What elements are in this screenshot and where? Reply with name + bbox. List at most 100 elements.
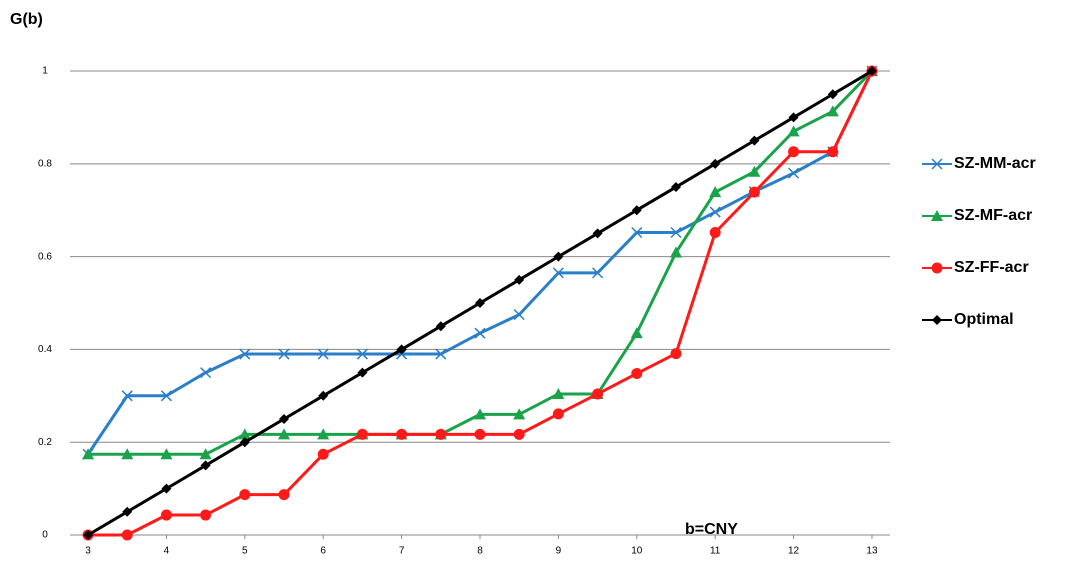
series	[83, 66, 877, 540]
legend-label: SZ-MF-acr	[954, 207, 1032, 224]
marker	[827, 146, 839, 158]
marker	[709, 186, 722, 198]
marker	[318, 390, 329, 401]
marker	[317, 428, 330, 440]
marker	[787, 125, 800, 137]
x-tick-label: 4	[164, 546, 170, 557]
marker	[435, 321, 446, 332]
marker	[278, 348, 290, 360]
marker	[513, 309, 525, 321]
legend-marker	[931, 210, 943, 221]
chart-title: G(b)	[10, 11, 43, 28]
marker	[239, 437, 250, 448]
series-line	[86, 70, 874, 456]
y-tick-label: 0.8	[38, 158, 52, 169]
marker	[553, 251, 564, 262]
marker	[788, 167, 800, 179]
x-tick-label: 8	[477, 546, 483, 557]
marker	[788, 146, 800, 158]
x-axis-label: b=CNY	[685, 521, 738, 538]
marker	[670, 226, 682, 239]
marker	[200, 460, 211, 471]
marker	[160, 448, 173, 460]
y-tick-label: 0.6	[38, 251, 52, 262]
marker	[200, 509, 212, 521]
marker	[279, 414, 290, 425]
x-tick-label: 6	[320, 546, 326, 557]
marker	[83, 530, 94, 540]
marker	[631, 226, 643, 239]
marker	[513, 408, 526, 420]
marker	[199, 448, 212, 460]
marker	[749, 135, 760, 146]
marker	[631, 205, 642, 216]
marker	[710, 158, 721, 169]
marker	[200, 367, 212, 379]
marker	[709, 226, 721, 238]
marker	[357, 367, 368, 378]
x-tick-label: 5	[242, 546, 248, 557]
marker	[552, 387, 565, 399]
marker	[396, 428, 408, 440]
marker	[435, 348, 447, 360]
marker	[356, 348, 368, 360]
marker	[592, 388, 604, 400]
marker	[239, 489, 251, 501]
legend-marker	[932, 315, 942, 325]
marker	[121, 529, 133, 541]
marker	[238, 428, 251, 440]
x-tick-label: 11	[710, 546, 721, 557]
marker	[160, 509, 172, 521]
series-line	[88, 69, 874, 456]
legend-label: Optimal	[954, 311, 1014, 328]
x-tick-label: 12	[788, 546, 800, 557]
marker	[161, 483, 172, 494]
x-tick-label: 3	[85, 546, 91, 557]
marker	[670, 182, 681, 193]
marker	[513, 428, 525, 440]
x-tick-label: 7	[399, 546, 405, 557]
marker	[514, 274, 525, 285]
marker	[82, 448, 95, 460]
marker	[435, 428, 447, 440]
marker	[474, 408, 486, 420]
x-tick-label: 10	[631, 546, 643, 557]
y-tick-label: 0	[42, 530, 48, 541]
marker	[475, 298, 485, 309]
marker	[866, 66, 877, 77]
marker	[827, 89, 838, 100]
marker	[317, 448, 329, 460]
series	[82, 65, 878, 460]
marker	[748, 165, 761, 177]
y-tick-label: 0.2	[38, 437, 52, 448]
x-tick-label: 13	[866, 546, 878, 557]
y-tick-label: 0.4	[38, 344, 52, 355]
marker	[121, 390, 133, 402]
marker	[788, 112, 799, 123]
marker	[278, 428, 291, 440]
series	[82, 65, 878, 460]
marker	[631, 368, 643, 380]
marker	[356, 428, 368, 440]
marker	[160, 390, 172, 402]
marker	[552, 408, 564, 420]
marker	[748, 186, 760, 198]
marker	[474, 428, 486, 440]
marker	[592, 228, 603, 239]
marker	[669, 246, 682, 258]
marker	[396, 344, 407, 355]
legend-marker	[931, 158, 943, 170]
legend-marker	[931, 262, 943, 274]
marker	[670, 348, 682, 360]
marker	[239, 348, 251, 360]
marker	[709, 206, 721, 218]
marker	[474, 327, 486, 339]
y-tick-label: 1	[42, 66, 48, 77]
marker	[122, 506, 133, 517]
x-tick-label: 9	[556, 546, 562, 557]
legend-label: SZ-FF-acr	[954, 259, 1029, 276]
marker	[826, 105, 839, 117]
legend-label: SZ-MM-acr	[954, 155, 1036, 172]
marker	[121, 448, 134, 460]
